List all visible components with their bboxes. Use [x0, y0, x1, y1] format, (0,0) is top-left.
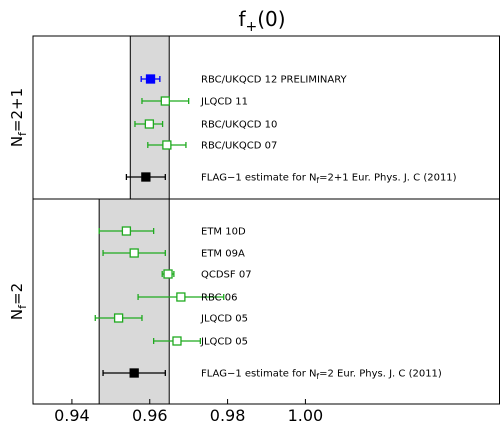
point-labels: RBC/UKQCD 12 PRELIMINARY JLQCD 11 RBC/UKQC… [200, 75, 457, 382]
marker [129, 248, 139, 258]
point-label: JLQCD 11 [200, 97, 248, 108]
marker [162, 140, 172, 150]
data-point [102, 368, 166, 378]
point-label: RBC/UKQCD 07 [201, 141, 277, 152]
point-label: ETM 10D [201, 227, 246, 238]
data-point [137, 292, 225, 302]
data-point [125, 172, 166, 182]
data-point [161, 269, 175, 279]
data-points [94, 74, 225, 378]
point-label: FLAG−1 estimate for Nf=2+1 Eur. Phys. J.… [201, 173, 457, 186]
data-point [98, 226, 155, 236]
data-point [141, 96, 190, 106]
point-label: JLQCD 05 [200, 314, 248, 325]
point-label: RBC/UKQCD 10 [201, 120, 277, 131]
marker [121, 226, 132, 236]
point-label: QCDSF 07 [201, 270, 252, 281]
data-point [152, 336, 201, 346]
marker [176, 292, 186, 302]
x-tick-label: 0.96 [132, 406, 168, 425]
point-label: RBC 06 [201, 293, 238, 304]
marker [145, 74, 156, 84]
marker [144, 119, 155, 129]
chart-title-text: f+(0) [238, 7, 285, 35]
x-tick-label: 0.94 [54, 406, 90, 425]
panel-label-1: Nf=2+1 [8, 88, 29, 147]
data-point [140, 74, 161, 84]
marker [160, 96, 170, 106]
point-label: ETM 09A [201, 249, 245, 260]
point-label: JLQCD 05 [200, 337, 248, 348]
chart-title: f+(0) [238, 7, 285, 35]
uncertainty-bands [98, 35, 170, 405]
panel-labels: Nf=2+1 Nf=2 [8, 88, 29, 320]
panel-label-2: Nf=2 [8, 283, 29, 320]
marker [113, 313, 124, 323]
marker [129, 368, 139, 378]
data-point [94, 313, 143, 323]
x-axis: 0.94 0.96 0.98 1.00 [54, 399, 323, 425]
marker [163, 269, 173, 279]
point-label: RBC/UKQCD 12 PRELIMINARY [201, 75, 348, 86]
marker [172, 336, 182, 346]
data-point [147, 140, 187, 150]
x-tick-label: 0.98 [210, 406, 246, 425]
data-point [102, 248, 166, 258]
band-panel-1 [129, 35, 170, 200]
x-tick-label: 1.00 [288, 406, 324, 425]
point-label: FLAG−1 estimate for Nf=2 Eur. Phys. J. C… [201, 369, 442, 382]
marker [141, 172, 151, 182]
data-point [134, 119, 164, 129]
